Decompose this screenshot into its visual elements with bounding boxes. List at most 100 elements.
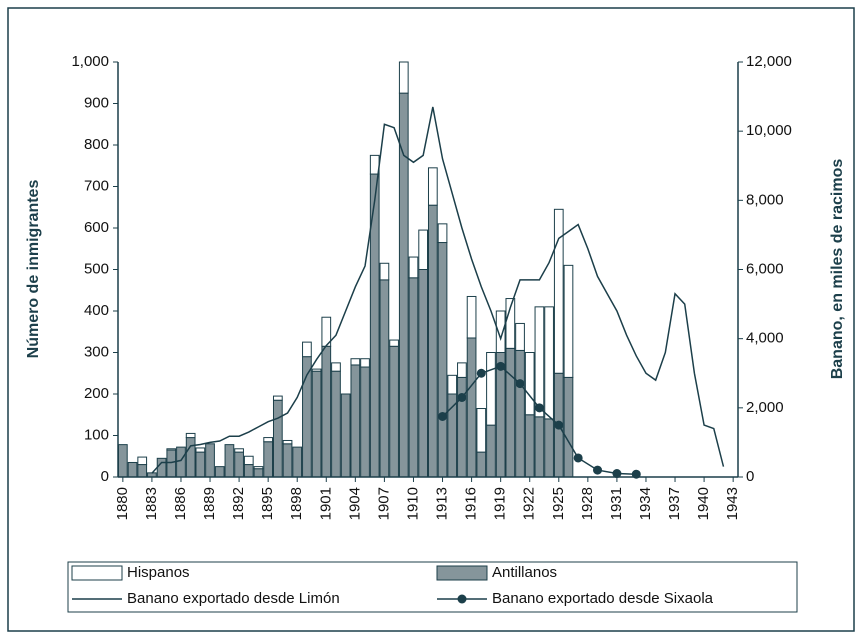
y2-tick-label: 8,000 — [746, 191, 784, 208]
bar-0 — [243, 455, 254, 466]
bar-0 — [282, 439, 293, 445]
x-tick-label: 1910 — [404, 487, 421, 520]
marker — [631, 469, 641, 479]
x-tick-label: 1886 — [172, 487, 189, 520]
y-tick-label: 400 — [84, 302, 109, 319]
marker — [534, 403, 544, 413]
x-tick-label: 1922 — [521, 487, 538, 520]
bar-0 — [418, 229, 429, 270]
marker — [496, 361, 506, 371]
marker — [554, 420, 564, 430]
x-tick-label: 1892 — [230, 487, 247, 520]
marker — [573, 453, 583, 463]
bar-1 — [476, 451, 487, 478]
bar-1 — [263, 441, 274, 478]
legend-swatch — [436, 565, 488, 581]
y2-tick-label: 4,000 — [746, 330, 784, 347]
legend — [67, 561, 798, 613]
x-tick-label: 1895 — [259, 487, 276, 520]
bar-0 — [137, 456, 148, 466]
marker — [612, 469, 622, 479]
y2-tick-label: 12,000 — [746, 53, 792, 70]
bar-1 — [234, 451, 244, 478]
bar-1 — [544, 418, 554, 478]
bar-1 — [185, 437, 196, 478]
bar-0 — [466, 295, 477, 339]
bar-0 — [534, 306, 545, 418]
bar-1 — [272, 399, 283, 478]
bar-0 — [427, 167, 438, 206]
bar-0 — [272, 395, 283, 401]
bar-1 — [350, 364, 361, 478]
bar-0 — [195, 447, 206, 453]
bar-1 — [176, 446, 186, 478]
x-tick-label: 1925 — [550, 487, 567, 520]
y-tick-label: 800 — [84, 136, 109, 153]
y-tick-label: 900 — [84, 94, 109, 111]
x-tick-label: 1916 — [463, 487, 480, 520]
bar-0 — [524, 352, 535, 416]
bar-0 — [263, 437, 274, 443]
line-2 — [151, 106, 725, 474]
bar-1 — [505, 347, 516, 478]
x-tick-label: 1907 — [375, 487, 392, 520]
x-tick-label: 1937 — [666, 487, 683, 520]
bar-0 — [495, 310, 506, 353]
y-tick-label: 300 — [84, 343, 109, 360]
bar-1 — [117, 444, 128, 478]
bar-1 — [292, 446, 303, 478]
bar-1 — [418, 269, 429, 478]
bar-1 — [515, 349, 525, 478]
x-tick-label: 1928 — [579, 487, 596, 520]
bar-1 — [437, 242, 448, 478]
bar-1 — [408, 277, 419, 478]
y2-tick-label: 0 — [746, 468, 754, 485]
x-tick-label: 1934 — [637, 487, 654, 520]
x-tick-label: 1898 — [288, 487, 305, 520]
bar-0 — [331, 362, 341, 372]
bar-0 — [398, 61, 409, 94]
y2-axis-label: Banano, en miles de racimos — [829, 159, 846, 380]
bar-0 — [234, 448, 244, 453]
bar-1 — [311, 370, 322, 478]
bar-1 — [243, 464, 254, 478]
bar-0 — [350, 358, 361, 366]
bar-0 — [185, 432, 196, 439]
y-tick-label: 0 — [101, 468, 109, 485]
x-tick-label: 1919 — [492, 487, 509, 520]
marker — [457, 392, 467, 402]
bar-1 — [563, 376, 574, 478]
legend-swatch — [71, 565, 123, 581]
bar-1 — [224, 444, 235, 478]
bar-1 — [379, 279, 390, 478]
bar-0 — [408, 256, 419, 279]
bar-0 — [389, 339, 399, 347]
bar-1 — [205, 443, 215, 478]
bar-1 — [524, 414, 535, 478]
x-tick-label: 1904 — [346, 487, 363, 520]
bar-0 — [311, 368, 322, 372]
bar-0 — [166, 448, 177, 451]
legend-label: Banano exportado desde Limón — [127, 590, 340, 607]
bar-1 — [137, 464, 148, 478]
y-tick-label: 500 — [84, 260, 109, 277]
bar-0 — [253, 466, 264, 470]
bar-0 — [476, 408, 487, 453]
marker — [593, 465, 603, 475]
x-tick-label: 1889 — [201, 487, 218, 520]
bar-0 — [360, 358, 370, 368]
bar-1 — [495, 352, 506, 478]
y-tick-label: 100 — [84, 426, 109, 443]
marker — [438, 411, 448, 421]
bar-1 — [389, 345, 399, 478]
marker — [476, 368, 486, 378]
bar-1 — [214, 466, 225, 478]
bar-1 — [466, 337, 477, 478]
x-tick-label: 1880 — [114, 487, 131, 520]
bar-1 — [340, 393, 351, 478]
bar-0 — [447, 374, 458, 395]
bar-1 — [534, 416, 545, 478]
bar-0 — [379, 262, 390, 281]
legend-label: Banano exportado desde Sixaola — [492, 590, 714, 607]
